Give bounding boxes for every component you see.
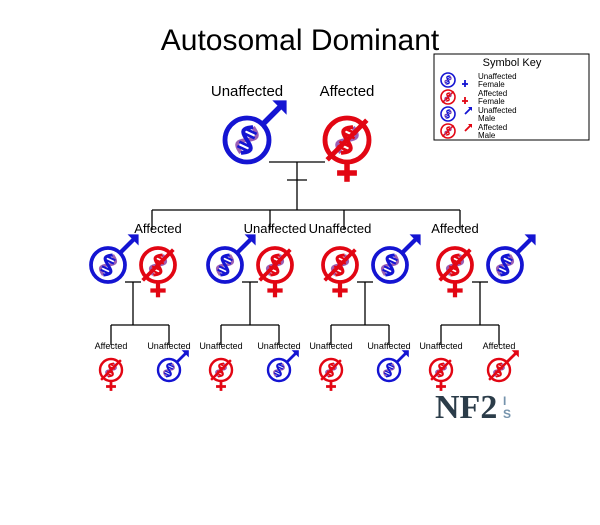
diagram-title: Autosomal Dominant xyxy=(161,24,440,57)
person-g2_p3 xyxy=(208,234,256,282)
person-label: Unaffected xyxy=(309,221,372,236)
person-g3_c8 xyxy=(488,350,519,381)
legend-label: Male xyxy=(478,114,496,123)
symbol-key-legend: Symbol KeyUnaffectedFemaleAffectedFemale… xyxy=(434,54,589,140)
person-g3_c5 xyxy=(320,359,342,391)
person-label: Unaffected xyxy=(257,341,300,351)
person-label: Affected xyxy=(483,341,516,351)
person-label: Affected xyxy=(134,221,181,236)
person-label: Unaffected xyxy=(211,83,283,100)
watermark: NF2 IS xyxy=(435,389,511,426)
person-g1_mother xyxy=(325,118,369,182)
person-g3_c4 xyxy=(268,350,299,381)
watermark-text: NF2 xyxy=(435,389,497,426)
person-g2_p5 xyxy=(323,248,357,297)
person-label: Affected xyxy=(320,83,375,100)
person-label: Unaffected xyxy=(147,341,190,351)
person-g2_p2 xyxy=(141,248,175,297)
legend-title: Symbol Key xyxy=(483,57,542,69)
person-g3_c2 xyxy=(158,350,189,381)
legend-label: Male xyxy=(478,131,496,140)
person-g3_c1 xyxy=(100,359,122,391)
person-g2_p6 xyxy=(373,234,421,282)
person-label: Unaffected xyxy=(309,341,352,351)
person-label: Affected xyxy=(431,221,478,236)
person-g1_father xyxy=(225,100,287,162)
person-g2_p1 xyxy=(91,234,139,282)
person-g3_c3 xyxy=(210,359,232,391)
person-label: Unaffected xyxy=(244,221,307,236)
person-label: Affected xyxy=(95,341,128,351)
person-label: Unaffected xyxy=(367,341,410,351)
pedigree-diagram: Autosomal Dominant Unaffected Affected Affe… xyxy=(0,0,600,525)
person-g2_p8 xyxy=(488,234,536,282)
person-g2_p7 xyxy=(438,248,472,297)
person-g3_c6 xyxy=(378,350,409,381)
legend-label: Female xyxy=(478,80,505,89)
person-label: Unaffected xyxy=(419,341,462,351)
person-g2_p4 xyxy=(258,248,292,297)
watermark-sub: I xyxy=(503,394,506,408)
person-g3_c7 xyxy=(430,359,452,391)
legend-label: Female xyxy=(478,97,505,106)
watermark-sub: S xyxy=(503,407,511,421)
person-label: Unaffected xyxy=(199,341,242,351)
